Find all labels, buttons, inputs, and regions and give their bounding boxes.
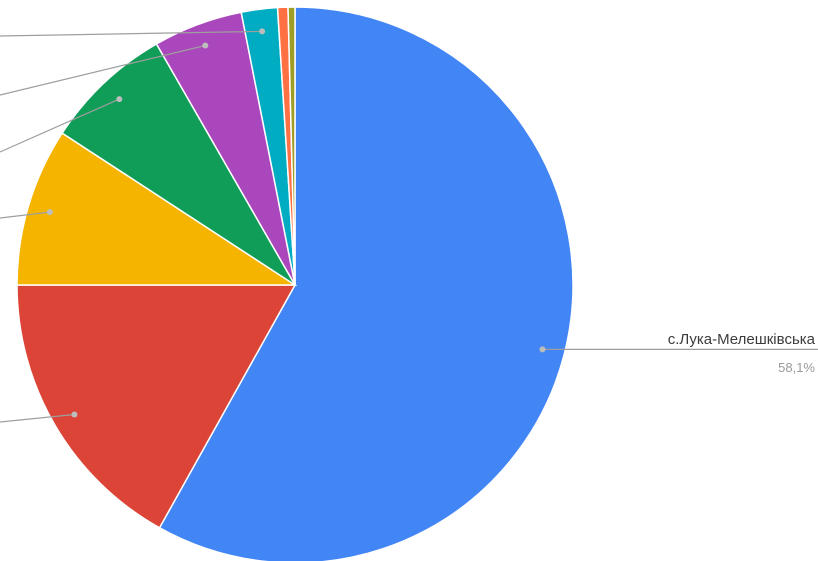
leader-dot-5 <box>259 28 266 35</box>
pie-slice-7 <box>287 6 296 286</box>
leader-line-5 <box>0 30 263 37</box>
leader-line-1 <box>0 413 75 423</box>
pie-slice-2 <box>16 132 298 286</box>
leader-dot-3 <box>116 96 123 103</box>
slice-label-name: с.Лука-Мелешківська <box>668 331 816 348</box>
pie-slice-0 <box>158 6 574 561</box>
leader-line-3 <box>0 98 120 153</box>
leader-line-2 <box>0 211 50 219</box>
pie-slices <box>16 6 574 561</box>
leader-line-4 <box>0 44 206 96</box>
leader-lines <box>0 28 818 423</box>
pie-slice-1 <box>16 284 297 529</box>
leader-dot-0 <box>539 346 546 353</box>
leader-dot-4 <box>202 42 209 49</box>
slice-labels: с.Лука-Мелешківська 58,1% <box>668 331 816 375</box>
slice-label-percent: 58,1% <box>778 360 815 375</box>
leader-dot-2 <box>46 209 53 216</box>
leader-dot-1 <box>71 411 78 418</box>
pie-slice-3 <box>61 42 296 286</box>
